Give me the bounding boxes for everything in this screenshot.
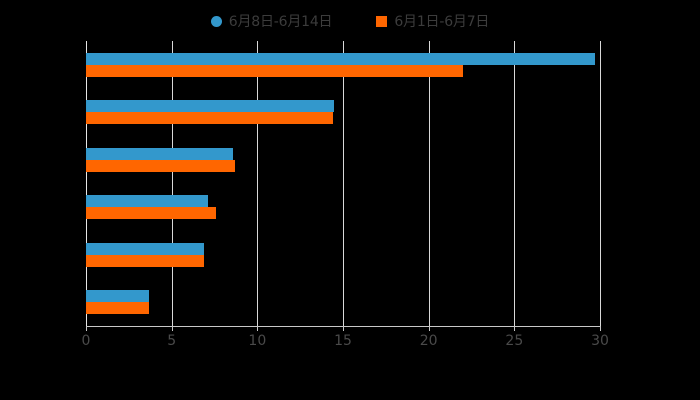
x-axis-tick xyxy=(514,326,516,331)
x-axis-tick xyxy=(86,326,87,331)
x-axis-tick-label: 5 xyxy=(167,333,177,349)
bar[interactable] xyxy=(86,100,335,113)
square-icon xyxy=(376,15,388,27)
bar[interactable] xyxy=(86,64,463,77)
gridline xyxy=(171,41,173,326)
plot-area: 美国德国日本中国韩国其他 xyxy=(86,41,601,326)
legend-label-series-1: 6月1日-6月7日 xyxy=(394,14,490,30)
gridline xyxy=(428,41,430,326)
x-axis-tick-label: 20 xyxy=(419,333,438,349)
x-axis-tick xyxy=(343,326,344,331)
gridline xyxy=(514,41,516,326)
bar[interactable] xyxy=(86,254,205,267)
x-axis-tick-label: 15 xyxy=(334,333,352,349)
x-axis-tick xyxy=(600,326,601,331)
bar[interactable] xyxy=(86,147,234,160)
bar[interactable] xyxy=(86,52,595,65)
x-axis-tick-label: 25 xyxy=(505,333,524,349)
circle-icon xyxy=(210,15,222,27)
legend-item-series-0[interactable]: 6月8日-6月14日 xyxy=(210,11,333,31)
gridline xyxy=(343,41,344,326)
chart-legend: 6月8日-6月14日 6月1日-6月7日 xyxy=(0,10,700,32)
x-axis-tick-label: 0 xyxy=(81,333,91,349)
gridline xyxy=(600,41,601,326)
legend-item-series-1[interactable]: 6月1日-6月7日 xyxy=(376,11,489,31)
bar[interactable] xyxy=(86,207,217,220)
x-axis-tick xyxy=(257,326,259,331)
x-axis-tick xyxy=(171,326,173,331)
gridline xyxy=(86,41,87,326)
gridline xyxy=(257,41,259,326)
x-axis-tick xyxy=(428,326,430,331)
x-axis-tick-label: 30 xyxy=(591,333,609,349)
bar[interactable] xyxy=(86,112,333,125)
bar[interactable] xyxy=(86,159,236,172)
bar[interactable] xyxy=(86,242,205,255)
bar[interactable] xyxy=(86,290,150,303)
x-axis-tick-label: 10 xyxy=(248,333,267,349)
legend-label-series-0: 6月8日-6月14日 xyxy=(228,14,333,30)
bar[interactable] xyxy=(86,302,150,315)
bar[interactable] xyxy=(86,195,208,208)
